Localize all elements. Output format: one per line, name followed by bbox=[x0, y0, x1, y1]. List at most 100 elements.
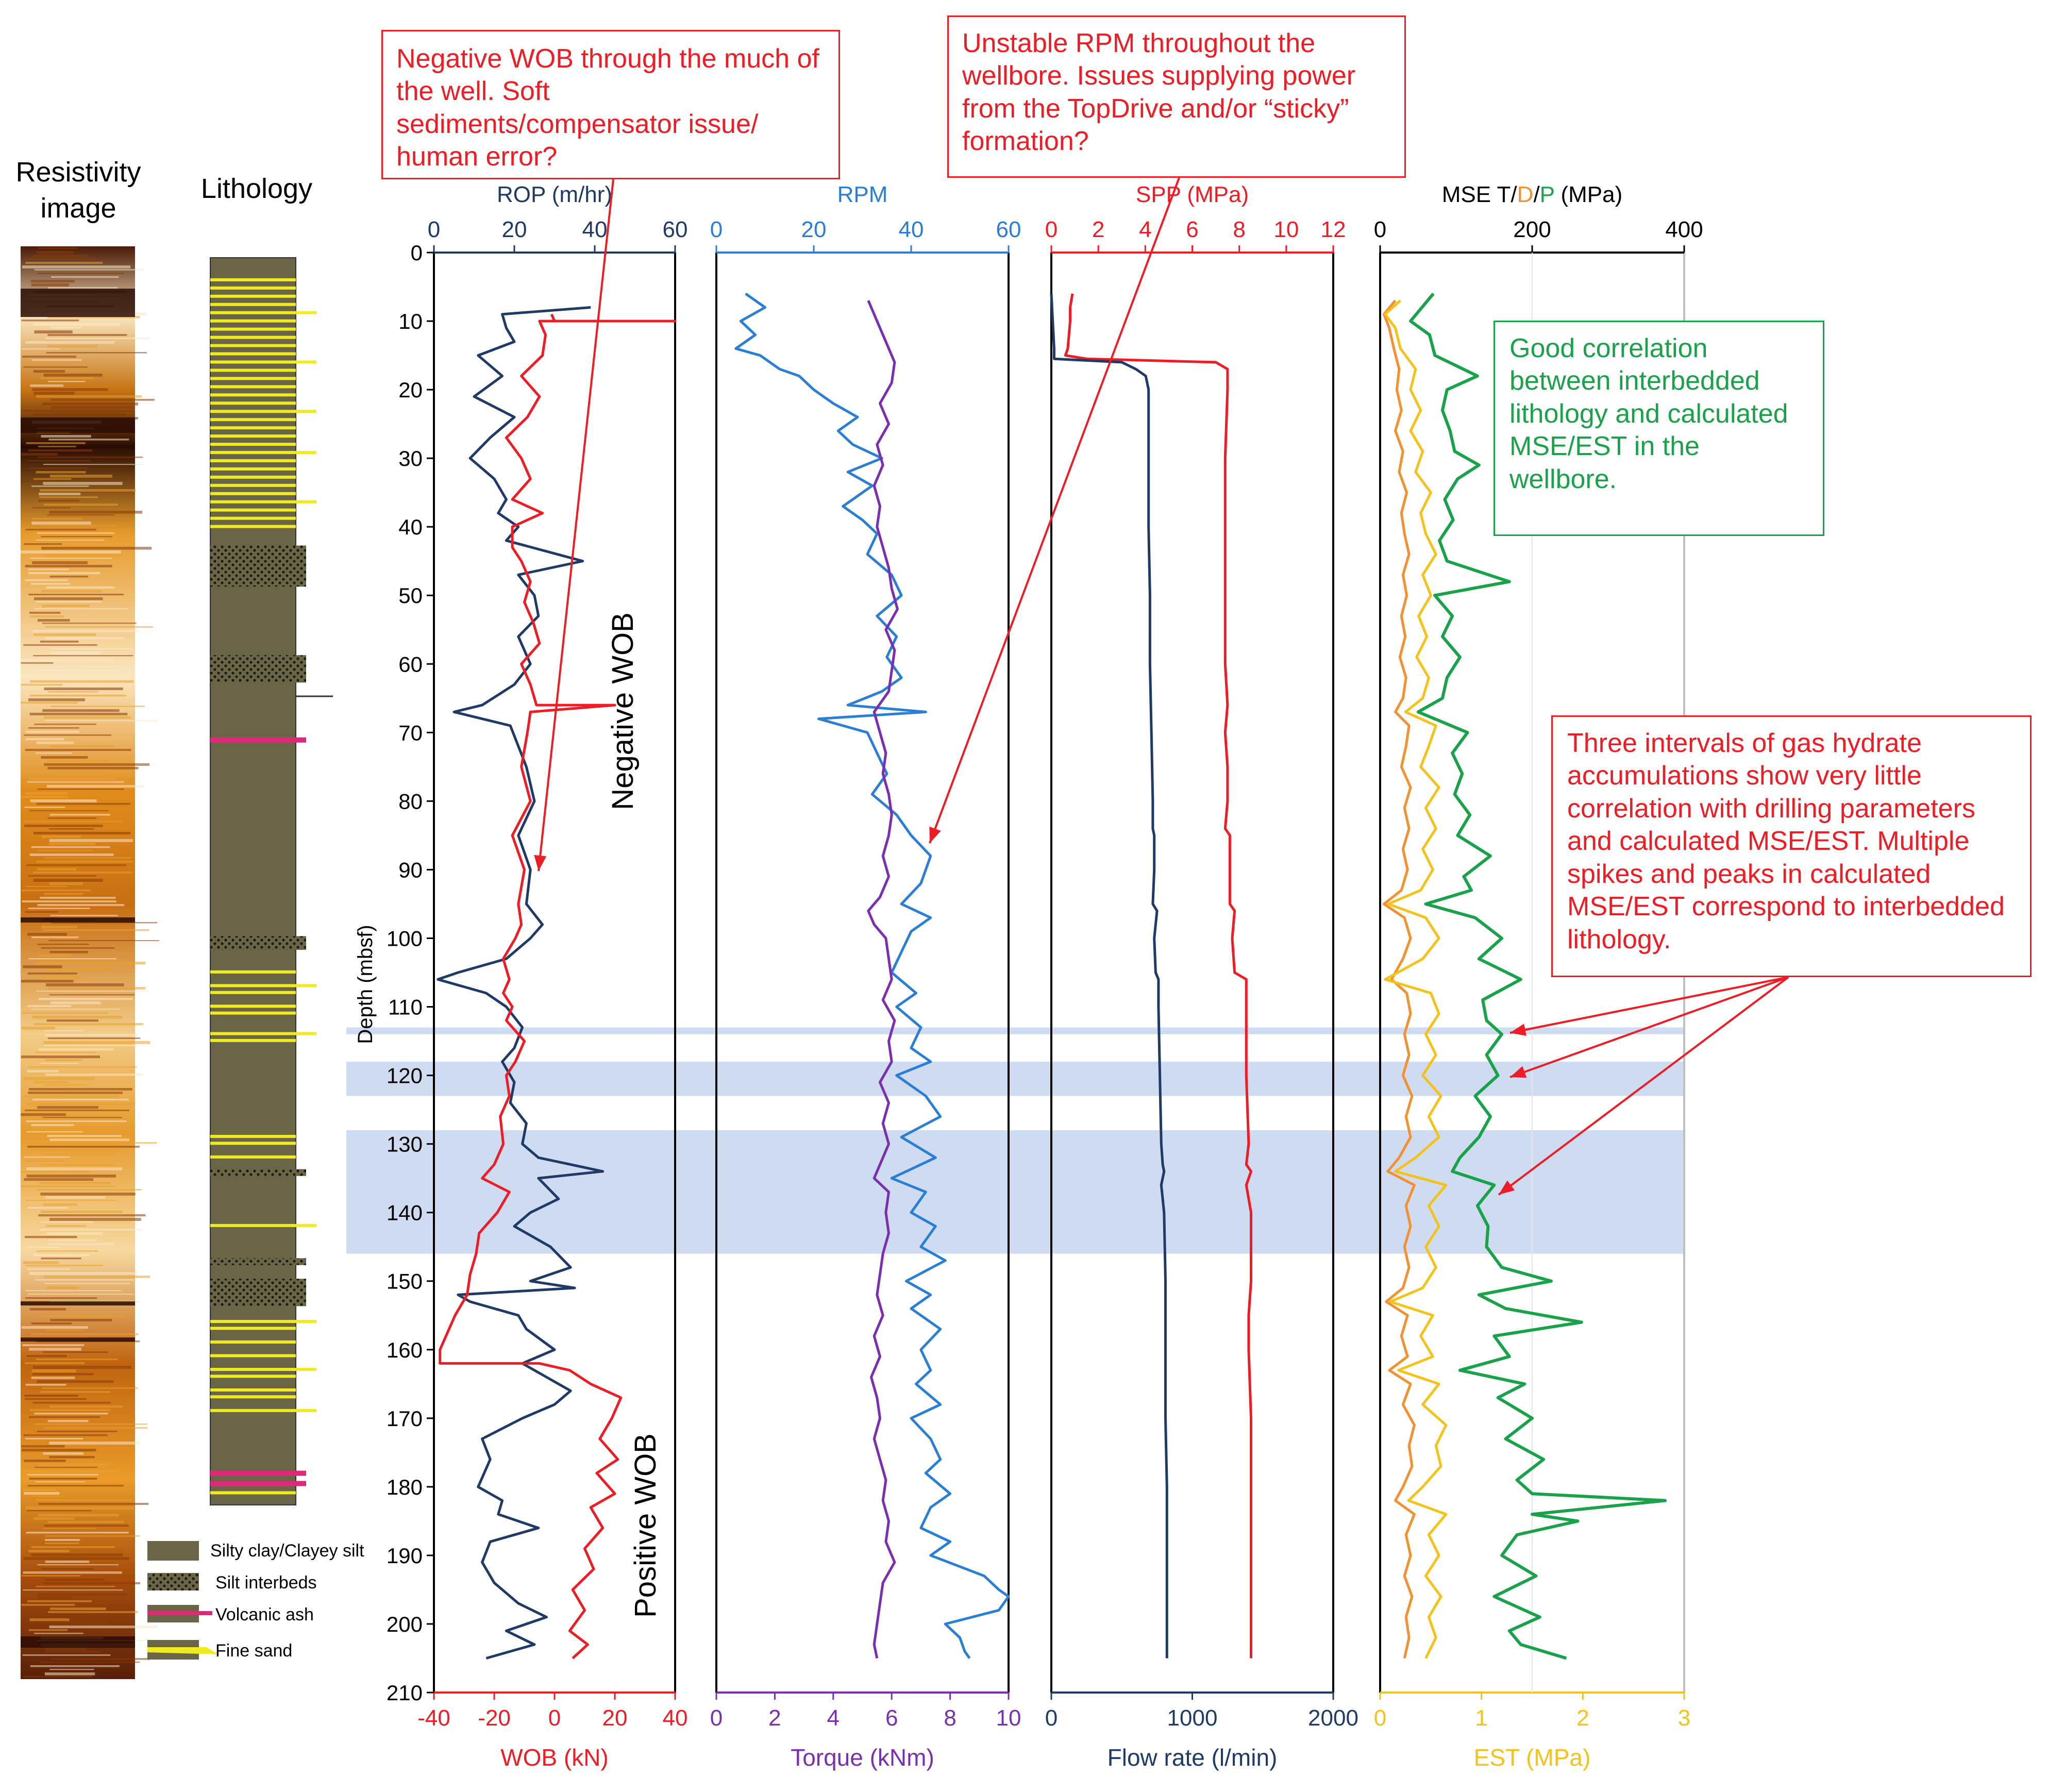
resistivity-title-line2: image bbox=[40, 193, 116, 224]
series-spp bbox=[1064, 293, 1252, 1659]
depth-tick-label: 130 bbox=[387, 1132, 423, 1157]
depth-tick-label: 150 bbox=[387, 1269, 423, 1294]
bottom-tick-label: 3 bbox=[1678, 1705, 1690, 1731]
arrow-hydrate-3-head bbox=[1499, 1180, 1515, 1195]
top-tick-label: 60 bbox=[996, 217, 1021, 242]
depth-axis: 0 10 20 30 40 50 60 70 80 90 100 110 120 130 140 150 160… bbox=[354, 241, 434, 1705]
bottom-tick-label: 40 bbox=[663, 1705, 688, 1731]
top-tick-label: 8 bbox=[1233, 217, 1245, 242]
arrow-hydrate-2 bbox=[1509, 976, 1789, 1078]
legend-swatch-silt bbox=[147, 1573, 199, 1590]
legend-label-2: Silt interbeds bbox=[215, 1573, 317, 1593]
top-tick-label: 6 bbox=[1186, 217, 1198, 242]
legend-label-1: Silty clay/Clayey silt bbox=[210, 1541, 364, 1561]
bottom-tick-label: 2000 bbox=[1308, 1705, 1358, 1731]
top-tick-label: 0 bbox=[428, 217, 440, 242]
wob-callout: Negative WOB through the much of the wel… bbox=[381, 30, 840, 179]
depth-axis-label: Depth (mbsf) bbox=[354, 925, 377, 1044]
fine-sand-layers bbox=[210, 278, 316, 1495]
volcanic-ash-layers bbox=[210, 695, 333, 1486]
top-tick-label: 0 bbox=[1045, 217, 1058, 242]
depth-tick-label: 50 bbox=[398, 583, 423, 608]
depth-tick-label: 110 bbox=[388, 995, 423, 1019]
depth-tick-label: 30 bbox=[398, 446, 423, 471]
legend-swatch-silty-clay bbox=[147, 1541, 199, 1561]
series-est bbox=[1384, 299, 1448, 1659]
depth-tick-label: 180 bbox=[387, 1475, 423, 1499]
top-axis-label: ROP (m/hr) bbox=[497, 182, 612, 207]
depth-tick-label: 60 bbox=[398, 652, 423, 676]
depth-tick-label: 140 bbox=[387, 1201, 423, 1225]
resistivity-texture bbox=[21, 247, 159, 1678]
bottom-tick-label: 1 bbox=[1475, 1705, 1487, 1731]
depth-tick-label: 20 bbox=[398, 378, 423, 402]
bottom-tick-label: 0 bbox=[1374, 1705, 1386, 1731]
bottom-tick-label: 0 bbox=[1045, 1705, 1058, 1731]
top-axis-label: SPP (MPa) bbox=[1136, 182, 1249, 207]
arrow-wob-note bbox=[538, 179, 614, 872]
top-tick-label: 0 bbox=[1374, 217, 1386, 242]
track-4: 0 200 400 MSE T/D/P (MPa) 0 1 2 3 EST (MPa) bbox=[1374, 182, 1703, 1771]
depth-tick-label: 100 bbox=[387, 926, 423, 950]
track-1: 0 20 40 60 ROP (m/hr) -40 -20 0 20 40 WOB (kN) 0 10 2… bbox=[354, 182, 687, 1771]
series-torque bbox=[867, 300, 899, 1659]
hydrate-band-1 bbox=[346, 1027, 1684, 1034]
depth-tick-label: 120 bbox=[387, 1064, 423, 1088]
series-flow-rate bbox=[1050, 293, 1168, 1659]
silt-interbed-layers bbox=[210, 545, 306, 1307]
bottom-tick-label: 6 bbox=[885, 1705, 898, 1731]
bottom-tick-label: 2 bbox=[768, 1705, 781, 1731]
top-tick-label: 60 bbox=[663, 217, 688, 242]
bottom-tick-label: 4 bbox=[827, 1705, 840, 1731]
bottom-axis-label: Flow rate (l/min) bbox=[1108, 1744, 1278, 1771]
bottom-tick-label: 2 bbox=[1576, 1705, 1589, 1731]
legend-label-4: Fine sand bbox=[215, 1641, 292, 1661]
top-tick-label: 0 bbox=[710, 217, 723, 242]
lithology-title: Lithology bbox=[201, 173, 312, 204]
arrow-hydrate-1-head bbox=[1510, 1024, 1526, 1036]
series-wob bbox=[439, 313, 677, 1660]
arrow-wob-note-head bbox=[534, 855, 547, 871]
arrow-hydrate-1 bbox=[1509, 976, 1789, 1034]
legend-label-3: Volcanic ash bbox=[215, 1605, 314, 1624]
bottom-tick-label: -40 bbox=[417, 1705, 450, 1731]
bottom-axis-label: EST (MPa) bbox=[1474, 1744, 1591, 1771]
top-tick-label: 200 bbox=[1513, 217, 1551, 242]
top-tick-label: 20 bbox=[801, 217, 827, 242]
series-mse-p bbox=[1409, 292, 1667, 1660]
bottom-tick-label: 0 bbox=[548, 1705, 561, 1731]
positive-wob-label: Positive WOB bbox=[629, 1433, 662, 1618]
depth-tick-label: 80 bbox=[398, 789, 423, 813]
series-mse-t-d bbox=[1382, 299, 1416, 1659]
top-axis-label: RPM bbox=[837, 182, 888, 207]
depth-tick-label: 0 bbox=[411, 241, 423, 265]
arrow-rpm-note bbox=[929, 177, 1180, 844]
negative-wob-label: Negative WOB bbox=[606, 612, 640, 810]
bottom-axis-label: Torque (kNm) bbox=[791, 1744, 934, 1771]
hydrate-band-3 bbox=[346, 1130, 1684, 1254]
depth-tick-label: 40 bbox=[398, 515, 423, 539]
arrow-rpm-note-head bbox=[929, 826, 941, 843]
series-rpm bbox=[734, 292, 1010, 1659]
depth-tick-label: 190 bbox=[387, 1544, 423, 1568]
bottom-tick-label: 1000 bbox=[1167, 1705, 1218, 1731]
top-tick-label: 12 bbox=[1321, 217, 1346, 242]
depth-tick-label: 160 bbox=[387, 1338, 423, 1362]
resistivity-title-line1: Resistivity bbox=[15, 157, 141, 188]
series-rop bbox=[437, 306, 605, 1660]
depth-tick-label: 70 bbox=[398, 721, 423, 745]
track-2: 0 20 40 60 RPM 0 2 4 6 8 10 Torque (kNm) bbox=[710, 182, 1021, 1771]
bottom-tick-label: 10 bbox=[996, 1705, 1021, 1731]
depth-tick-label: 90 bbox=[398, 858, 423, 882]
top-tick-label: 10 bbox=[1273, 217, 1299, 242]
bottom-tick-label: 20 bbox=[602, 1705, 628, 1731]
depth-tick-label: 170 bbox=[387, 1406, 423, 1431]
depth-tick-label: 210 bbox=[387, 1681, 423, 1705]
hydrate-callout: Three intervals of gas hydrate accumulat… bbox=[1551, 715, 2032, 977]
hydrate-bands bbox=[346, 1027, 1684, 1254]
correlation-callout: Good correlation between interbedded lit… bbox=[1494, 321, 1824, 536]
left-panels: Resistivity image Lithology Silty clay/Clay… bbox=[15, 157, 364, 1679]
depth-tick-label: 200 bbox=[387, 1612, 423, 1636]
bottom-tick-label: -20 bbox=[478, 1705, 511, 1731]
